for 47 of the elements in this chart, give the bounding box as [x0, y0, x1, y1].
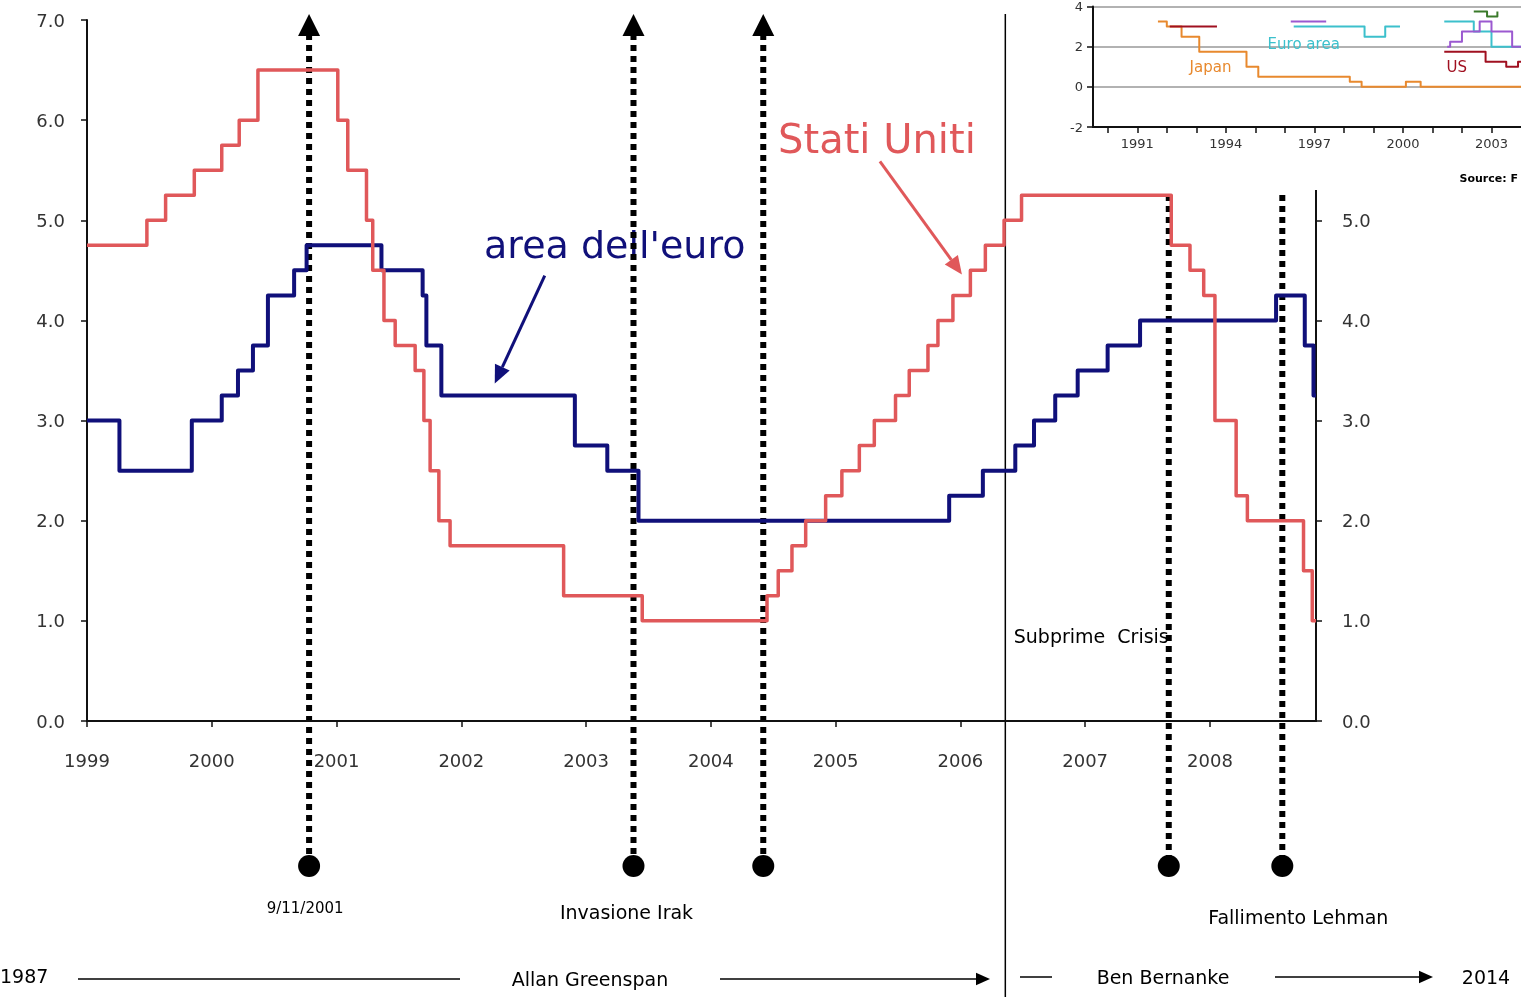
x-tick-label: 2000 [1386, 136, 1420, 151]
y-tick-label: 6.0 [36, 109, 65, 131]
y-tick-label: 2.0 [36, 510, 65, 532]
series-label: Stati Uniti [778, 116, 976, 163]
x-tick-label: 2003 [563, 749, 609, 771]
y2-tick-label: 1.0 [1342, 610, 1371, 632]
x-tick-label: 2004 [687, 749, 734, 771]
y2-tick-label: 2.0 [1342, 510, 1371, 532]
y-tick-label: 1.0 [36, 610, 65, 632]
x-tick-label: 2005 [812, 749, 859, 771]
y2-tick-label: 4.0 [1342, 309, 1371, 331]
x-tick-label: 2008 [1187, 749, 1233, 771]
text: 1987 [0, 965, 49, 987]
ref-line-label: 9/11/2001 [266, 899, 344, 917]
y-tick-label: -2 [1070, 119, 1083, 135]
y-tick-label: 2 [1074, 39, 1083, 55]
y-tick-label: 0.0 [36, 710, 65, 732]
source-note: Source: F [1459, 171, 1518, 185]
y-tick-label: 5.0 [36, 209, 65, 231]
ref-line-label: Invasione Irak [559, 901, 694, 923]
y2-tick-label: 0.0 [1342, 710, 1371, 732]
text: Ben Bernanke [1096, 966, 1230, 988]
series-label: area dell'euro [484, 222, 746, 267]
x-tick-label: 1994 [1209, 136, 1243, 151]
series-label: Euro area [1267, 34, 1340, 53]
y-tick-label: 4.0 [36, 309, 65, 331]
x-tick-label: 1997 [1297, 136, 1331, 151]
x-tick-label: 2002 [438, 749, 485, 771]
x-tick-label: 1999 [64, 749, 110, 771]
text: Allan Greenspan [511, 968, 669, 990]
series-label: US [1446, 57, 1467, 76]
y-tick-label: 4 [1074, 0, 1083, 14]
ref-line-label: Subprime Crisis [1013, 625, 1169, 647]
x-tick-label: 2007 [1062, 749, 1109, 771]
x-tick-label: 2006 [937, 749, 984, 771]
x-tick-label: 2003 [1474, 136, 1509, 151]
y2-tick-label: 3.0 [1342, 410, 1371, 432]
y-tick-label: 7.0 [36, 9, 65, 31]
y2-tick-label: 5.0 [1342, 209, 1371, 231]
y-tick-label: 3.0 [36, 410, 65, 432]
x-tick-label: 1991 [1120, 136, 1154, 151]
x-tick-label: 2001 [313, 749, 360, 771]
y-tick-label: 0 [1074, 79, 1083, 95]
ref-line-label: Fallimento Lehman [1208, 906, 1389, 928]
x-tick-label: 2000 [188, 749, 235, 771]
series-label: Japan [1188, 57, 1232, 76]
text: 2014 [1461, 966, 1511, 988]
